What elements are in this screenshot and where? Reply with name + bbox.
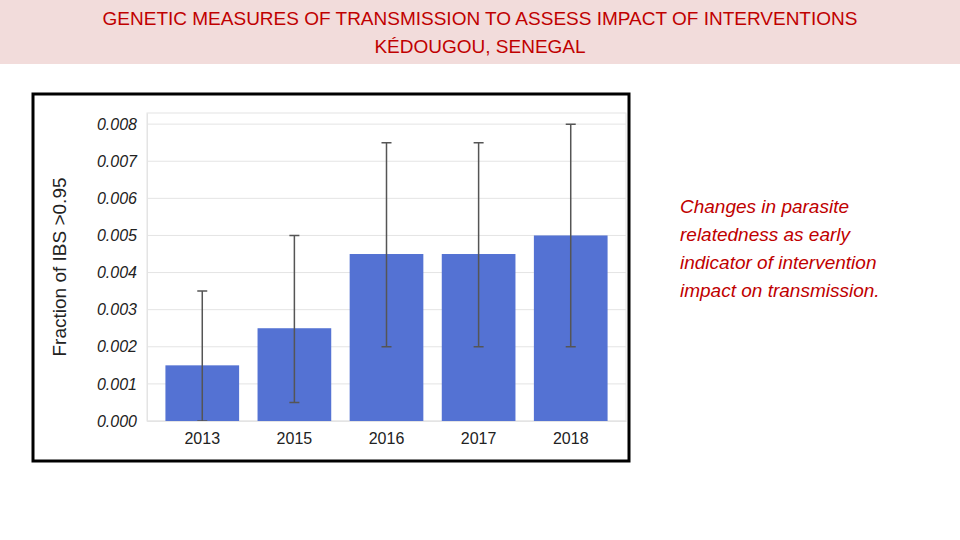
y-tick: 0.008 <box>97 116 147 133</box>
y-tick-label: 0.005 <box>97 227 137 244</box>
y-tick-label: 0.007 <box>97 153 138 170</box>
y-axis-line <box>147 114 148 422</box>
x-tick-label: 2017 <box>461 430 497 447</box>
y-tick: 0.006 <box>97 190 147 207</box>
x-tick: 2016 <box>369 421 405 447</box>
y-tick: 0.003 <box>97 301 147 318</box>
plot-frame <box>147 113 626 421</box>
y-tick: 0.000 <box>97 413 147 430</box>
x-tick: 2017 <box>461 421 497 447</box>
y-tick-label: 0.003 <box>97 301 137 318</box>
x-axis-line <box>148 421 627 422</box>
y-tick-label: 0.008 <box>97 116 137 133</box>
x-tick-label: 2015 <box>277 430 313 447</box>
y-tick-label: 0.002 <box>97 338 137 355</box>
title: KÉDOUGOU, SENEGAL <box>374 36 585 57</box>
error-bar <box>566 124 576 347</box>
title: GENETIC MEASURES OF TRANSMISSION TO ASSE… <box>103 8 858 29</box>
grid-line <box>147 124 626 125</box>
x-tick: 2018 <box>553 421 589 447</box>
x-tick: 2013 <box>184 421 220 447</box>
error-bar <box>474 143 484 347</box>
y-axis-title: Fraction of IBS >0.95 <box>49 177 70 356</box>
y-tick-label: 0.001 <box>97 376 137 393</box>
y-tick: 0.005 <box>97 227 147 244</box>
x-tick-label: 2013 <box>184 430 220 447</box>
y-tick-label: 0.004 <box>97 264 137 281</box>
y-tick: 0.002 <box>97 338 147 355</box>
x-axis: 2013 2015 2016 2017 2018 <box>148 421 627 447</box>
title-band <box>0 0 960 64</box>
x-tick: 2015 <box>277 421 313 447</box>
x-tick-label: 2018 <box>553 430 589 447</box>
y-axis: 0.000 0.001 0.002 0.003 0.004 0.005 0.006 0.007… <box>97 114 148 430</box>
annotation: relatedness as early <box>680 224 852 245</box>
grid <box>147 124 626 421</box>
slide: GENETIC MEASURES OF TRANSMISSION TO ASSE… <box>0 0 960 540</box>
y-tick-label: 0.000 <box>97 413 137 430</box>
annotation: Changes in parasite <box>680 196 849 217</box>
chart-box <box>33 94 629 461</box>
error-bar <box>289 235 299 402</box>
y-tick: 0.001 <box>97 376 147 393</box>
y-tick: 0.007 <box>97 153 147 170</box>
y-tick-label: 0.006 <box>97 190 137 207</box>
x-tick-label: 2016 <box>369 430 405 447</box>
error-bar <box>382 143 392 347</box>
annotation: indicator of intervention <box>680 252 876 273</box>
error-bar <box>197 291 207 421</box>
marks <box>165 124 607 421</box>
y-tick: 0.004 <box>97 264 147 281</box>
annotation: impact on transmission. <box>680 280 880 301</box>
